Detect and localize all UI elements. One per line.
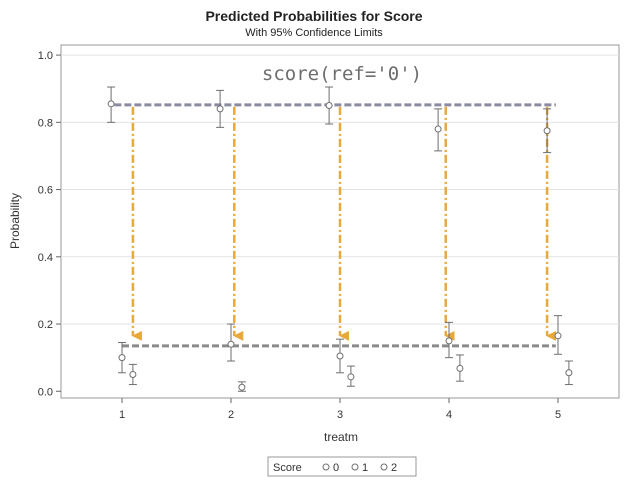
- annotation-text: score(ref='0'): [262, 63, 422, 85]
- chart-subtitle: With 95% Confidence Limits: [245, 27, 383, 39]
- y-tick-label: 0.4: [38, 252, 53, 264]
- legend-marker: [322, 463, 330, 471]
- legend-title: Score: [273, 462, 302, 474]
- data-point: [554, 332, 562, 340]
- legend-entry: 2: [391, 462, 397, 474]
- data-point: [238, 383, 246, 391]
- arrows: [131, 106, 557, 341]
- legend-marker: [351, 463, 359, 471]
- x-tick-label: 3: [337, 409, 343, 421]
- data-point: [129, 370, 137, 378]
- data-point: [118, 354, 126, 362]
- data-point: [107, 100, 115, 108]
- chart-title: Predicted Probabilities for Score: [205, 8, 422, 24]
- reference-lines: [114, 103, 556, 348]
- x-axis-ticks: 1 2 3 4 5: [119, 398, 561, 421]
- data-point: [336, 352, 344, 360]
- data-point: [445, 337, 453, 345]
- x-tick-label: 4: [446, 409, 452, 421]
- y-tick-label: 1.0: [38, 50, 53, 62]
- x-tick-label: 1: [119, 409, 125, 421]
- data-point: [347, 373, 355, 381]
- legend-entry: 1: [362, 462, 368, 474]
- data-point: [227, 340, 235, 348]
- data-point: [216, 105, 224, 113]
- y-axis-label: Probability: [8, 193, 22, 249]
- y-tick-label: 0.6: [38, 185, 53, 197]
- legend-marker: [380, 463, 388, 471]
- y-axis-ticks: 0.0 0.2 0.4 0.6 0.8 1.0: [38, 50, 61, 398]
- legend: Score 0 1 2: [267, 456, 417, 477]
- y-tick-label: 0.8: [38, 117, 53, 129]
- data-points: [107, 86, 573, 392]
- data-point: [434, 125, 442, 133]
- x-axis-label: treatm: [324, 430, 358, 444]
- data-point: [456, 364, 464, 372]
- x-tick-label: 2: [228, 409, 234, 421]
- x-tick-label: 5: [555, 409, 561, 421]
- legend-entry: 0: [333, 462, 339, 474]
- y-tick-label: 0.2: [38, 319, 53, 331]
- data-point: [565, 369, 573, 377]
- data-point: [325, 102, 333, 110]
- data-point: [543, 127, 551, 135]
- legend-box: [267, 456, 417, 477]
- y-tick-label: 0.0: [38, 386, 53, 398]
